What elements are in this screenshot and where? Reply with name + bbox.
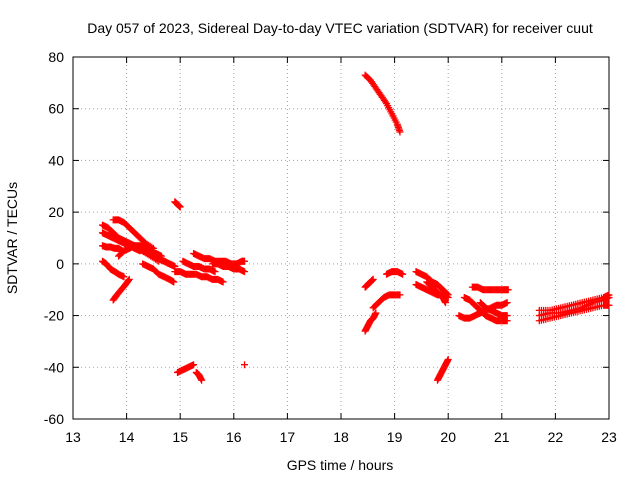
y-tick-label: 60 <box>48 101 64 117</box>
x-tick-label: 23 <box>601 429 617 445</box>
data-point <box>125 276 133 284</box>
y-tick-label: -40 <box>44 359 64 375</box>
data-point <box>503 312 511 320</box>
y-tick-label: -20 <box>44 308 64 324</box>
y-axis-label: SDTVAR / TECUs <box>4 182 20 294</box>
data-points <box>98 71 613 384</box>
data-point <box>211 268 219 276</box>
x-axis-label: GPS time / hours <box>287 457 394 473</box>
data-point <box>170 278 178 286</box>
data-point <box>605 293 613 301</box>
data-point <box>396 291 404 299</box>
data-point <box>241 268 249 276</box>
data-point <box>444 356 452 364</box>
x-tick-label: 16 <box>226 429 242 445</box>
x-tick-label: 17 <box>280 429 296 445</box>
data-point <box>125 275 133 283</box>
data-point <box>372 309 380 317</box>
x-tick-label: 18 <box>333 429 349 445</box>
y-tick-label: 20 <box>48 204 64 220</box>
data-point <box>241 257 249 265</box>
data-point <box>381 98 389 106</box>
y-tick-label: 80 <box>48 49 64 65</box>
x-tick-label: 20 <box>440 429 456 445</box>
data-point <box>120 273 128 281</box>
data-point <box>503 299 511 307</box>
data-point <box>605 301 613 309</box>
data-point <box>198 376 206 384</box>
x-tick-label: 22 <box>548 429 564 445</box>
y-tick-label: 40 <box>48 152 64 168</box>
data-point <box>442 299 450 307</box>
data-point <box>190 361 198 369</box>
chart-title: Day 057 of 2023, Sidereal Day-to-day VTE… <box>87 20 593 36</box>
axis-ticks: 13 14 15 16 17 18 19 20 21 22 23 -60 -40 -20 0 20 40 60 80 <box>44 49 617 445</box>
x-tick-label: 13 <box>65 429 81 445</box>
x-tick-label: 21 <box>494 429 510 445</box>
data-point <box>399 270 407 278</box>
data-point <box>396 128 404 136</box>
data-point <box>219 278 227 286</box>
x-tick-label: 15 <box>172 429 188 445</box>
data-point <box>176 203 184 211</box>
y-tick-label: 0 <box>56 256 64 272</box>
x-tick-label: 14 <box>119 429 135 445</box>
x-tick-label: 19 <box>387 429 403 445</box>
grid-lines <box>73 57 609 419</box>
data-point <box>241 361 249 369</box>
data-point <box>504 286 512 294</box>
data-point <box>369 275 377 283</box>
y-tick-label: -60 <box>44 411 64 427</box>
